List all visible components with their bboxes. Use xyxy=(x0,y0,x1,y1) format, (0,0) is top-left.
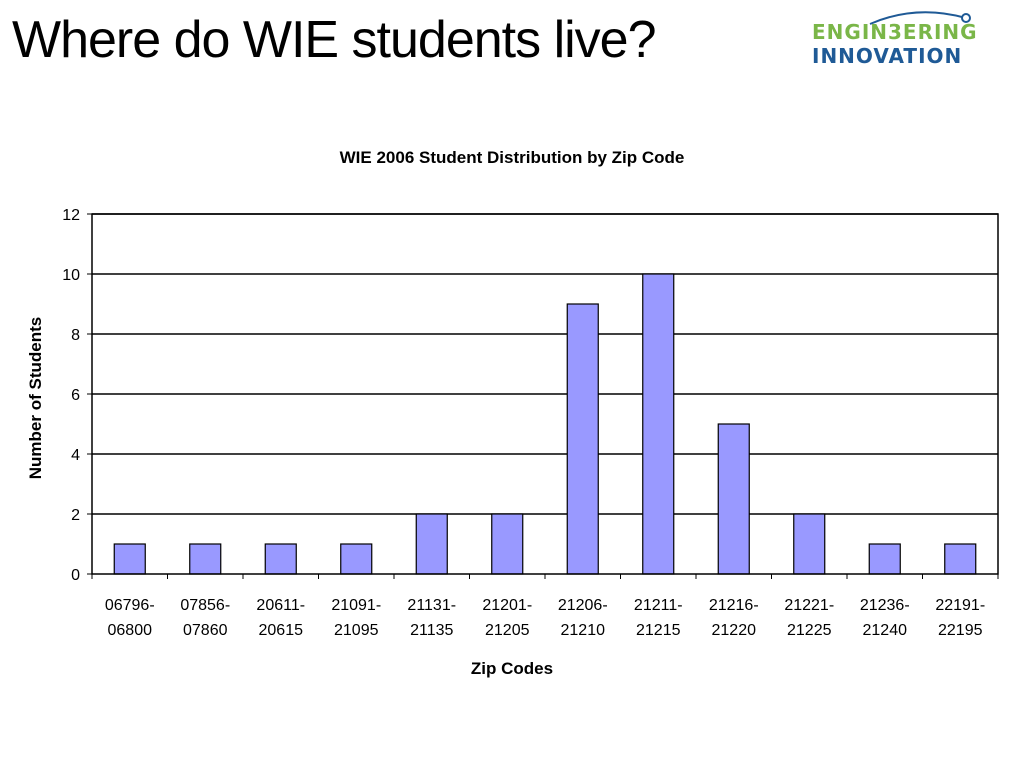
y-tick-label: 8 xyxy=(71,327,80,344)
x-tick-label: 07856- xyxy=(180,597,230,614)
x-tick-label: 06796- xyxy=(105,597,155,614)
y-tick-label: 10 xyxy=(62,267,80,284)
x-tick-label: 21216- xyxy=(709,597,759,614)
x-tick-labels: 06796- 06800 07856- 07860 20611- 20615 21091- 2… xyxy=(105,597,985,639)
bar xyxy=(113,543,146,575)
engineering-innovation-logo: ENGIN3ERING INNOVATION xyxy=(806,4,1016,68)
axes xyxy=(87,213,999,579)
logo-arc-icon xyxy=(869,11,971,25)
y-tick-label: 6 xyxy=(71,387,80,404)
bar xyxy=(491,513,524,575)
x-tick-label: 21206- xyxy=(558,597,608,614)
x-tick-label: 06800 xyxy=(108,622,153,639)
slide-title: Where do WIE students live? xyxy=(12,11,657,69)
bar xyxy=(566,303,599,575)
x-tick-label: 21131- xyxy=(407,597,456,614)
x-tick-label: 20615 xyxy=(259,622,304,639)
x-tick-label: 21211- xyxy=(634,597,683,614)
y-tick-label: 0 xyxy=(71,567,80,584)
chart-title: WIE 2006 Student Distribution by Zip Cod… xyxy=(339,148,685,167)
y-tick-label: 12 xyxy=(62,207,80,224)
x-tick-label: 21205 xyxy=(485,622,530,639)
x-tick-label: 07860 xyxy=(183,622,228,639)
x-tick-label: 22191- xyxy=(935,597,985,614)
bar xyxy=(340,543,373,575)
y-tick-labels: 0 2 4 6 8 10 12 xyxy=(62,207,80,584)
y-tick-label: 2 xyxy=(71,507,80,524)
x-tick-label: 21210 xyxy=(561,622,606,639)
x-tick-label: 21225 xyxy=(787,622,832,639)
bar xyxy=(944,543,977,575)
x-tick-label: 21091- xyxy=(331,597,381,614)
bar xyxy=(642,273,675,575)
bar xyxy=(415,513,448,575)
bar xyxy=(717,423,750,575)
y-tick-label: 4 xyxy=(71,447,80,464)
bar xyxy=(868,543,901,575)
x-axis-label: Zip Codes xyxy=(470,659,554,678)
x-tick-label: 21095 xyxy=(334,622,379,639)
logo-line-engineering: ENGIN3ERING xyxy=(812,20,978,44)
x-tick-label: 21215 xyxy=(636,622,681,639)
x-tick-label: 21220 xyxy=(712,622,757,639)
bars xyxy=(113,273,977,575)
bar xyxy=(264,543,297,575)
x-tick-label: 22195 xyxy=(938,622,983,639)
bar xyxy=(793,513,826,575)
x-tick-label: 21221- xyxy=(784,597,834,614)
x-tick-label: 21135 xyxy=(410,622,453,639)
gridlines xyxy=(92,213,998,515)
logo-line-innovation: INNOVATION xyxy=(812,44,963,68)
x-tick-label: 20611- xyxy=(256,597,305,614)
x-tick-label: 21240 xyxy=(863,622,908,639)
bar xyxy=(189,543,222,575)
x-tick-label: 21201- xyxy=(482,597,532,614)
x-tick-label: 21236- xyxy=(860,597,910,614)
